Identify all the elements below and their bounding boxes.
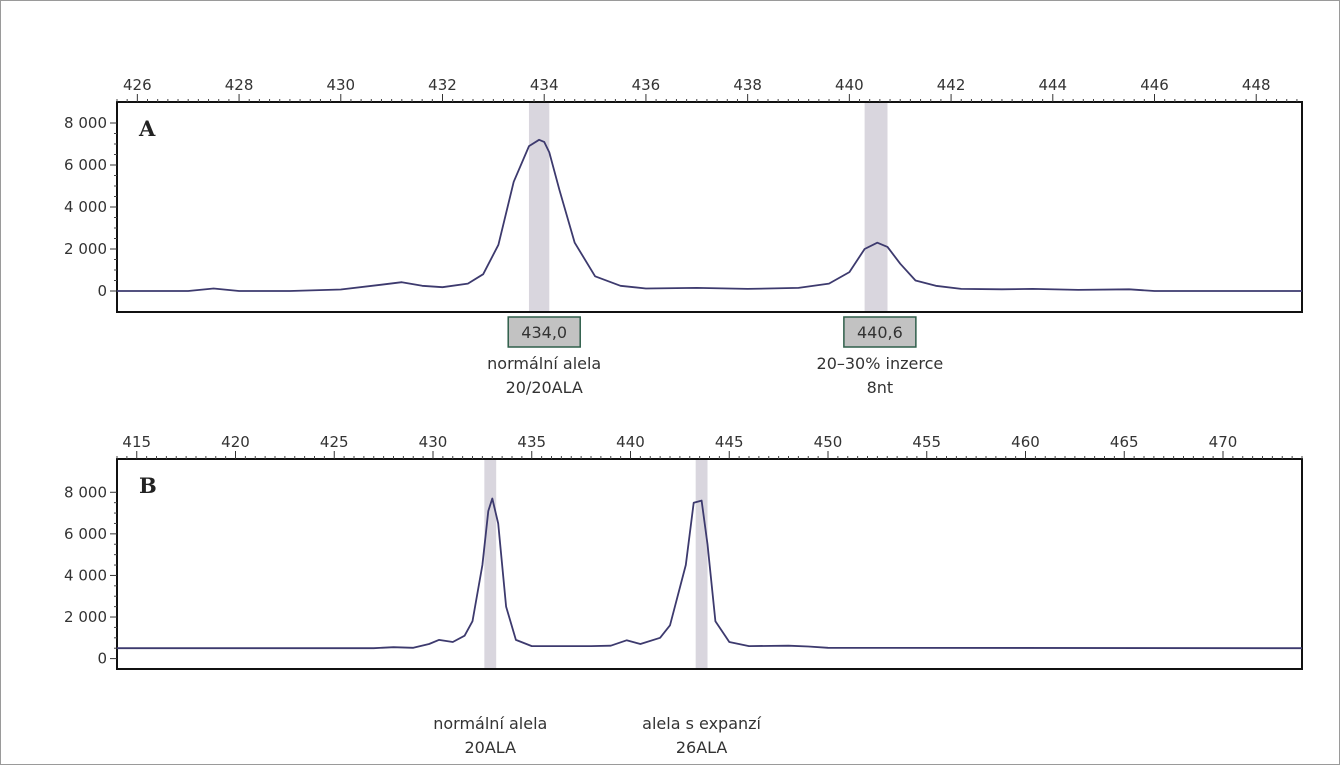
x-tick-label-440: 440 bbox=[835, 76, 864, 94]
trace-line-1 bbox=[117, 497, 1303, 650]
peak-size-label: 434,0 bbox=[521, 323, 567, 342]
annotation-text-line-1: normální alela bbox=[433, 714, 547, 733]
x-tick-label-460: 460 bbox=[1011, 433, 1040, 451]
x-tick-label-446: 446 bbox=[1140, 76, 1169, 94]
x-tick-label-445: 445 bbox=[715, 433, 744, 451]
annotation-text-line-2: 26ALA bbox=[676, 738, 728, 757]
peak-size-label: 440,6 bbox=[857, 323, 903, 342]
x-tick-label-448: 448 bbox=[1242, 76, 1271, 94]
x-tick-label-438: 438 bbox=[733, 76, 762, 94]
x-tick-label-444: 444 bbox=[1038, 76, 1067, 94]
panel-label: A bbox=[138, 116, 156, 141]
annotation-text-line-1: 20–30% inzerce bbox=[817, 354, 944, 373]
peak-annotation-1: 434,0 normální alela 20/20ALA bbox=[487, 316, 601, 397]
peak-annotation-2: alela s expanzí 26ALA bbox=[642, 714, 761, 757]
x-tick-label-434: 434 bbox=[530, 76, 559, 94]
peak-highlight-band-1 bbox=[528, 103, 550, 311]
chart-panel-b: 415 420 425 430 435 440 445 450 455 460 465 470 0 2 0… bbox=[64, 433, 1303, 757]
peak-highlight-band-1 bbox=[484, 460, 497, 668]
x-tick-label-415: 415 bbox=[122, 433, 151, 451]
x-tick-label-440: 440 bbox=[616, 433, 645, 451]
y-tick-label-8000: 8 000 bbox=[64, 483, 107, 501]
x-tick-label-442: 442 bbox=[937, 76, 966, 94]
x-tick-label-455: 455 bbox=[912, 433, 941, 451]
trace-line-1 bbox=[117, 138, 1302, 292]
y-tick-label-0: 0 bbox=[97, 650, 107, 668]
x-tick-label-428: 428 bbox=[225, 76, 254, 94]
annotation-text-line-2: 20ALA bbox=[465, 738, 517, 757]
annotation-text-line-2: 8nt bbox=[867, 378, 894, 397]
x-tick-label-450: 450 bbox=[814, 433, 843, 451]
x-tick-label-465: 465 bbox=[1110, 433, 1139, 451]
x-tick-label-420: 420 bbox=[221, 433, 250, 451]
y-tick-label-6000: 6 000 bbox=[64, 156, 107, 174]
peak-annotation-2: 440,6 20–30% inzerce 8nt bbox=[817, 316, 944, 397]
panel-label: B bbox=[139, 473, 157, 498]
y-tick-label-2000: 2 000 bbox=[64, 240, 107, 258]
peak-annotation-1: normální alela 20ALA bbox=[433, 714, 547, 757]
x-tick-label-432: 432 bbox=[428, 76, 457, 94]
x-tick-label-470: 470 bbox=[1209, 433, 1238, 451]
x-tick-label-426: 426 bbox=[123, 76, 152, 94]
annotation-text-line-2: 20/20ALA bbox=[506, 378, 583, 397]
plot-frame bbox=[116, 101, 1303, 313]
x-tick-label-436: 436 bbox=[632, 76, 661, 94]
x-tick-label-430: 430 bbox=[326, 76, 355, 94]
peak-size-box bbox=[843, 316, 917, 348]
y-tick-label-0: 0 bbox=[97, 282, 107, 300]
peak-highlight-band-2 bbox=[864, 103, 888, 311]
y-tick-label-4000: 4 000 bbox=[64, 198, 107, 216]
x-tick-label-435: 435 bbox=[517, 433, 546, 451]
y-tick-label-2000: 2 000 bbox=[64, 608, 107, 626]
y-tick-label-4000: 4 000 bbox=[64, 566, 107, 584]
peak-size-box bbox=[507, 316, 581, 348]
x-tick-label-430: 430 bbox=[419, 433, 448, 451]
y-tick-label-6000: 6 000 bbox=[64, 525, 107, 543]
y-tick-label-8000: 8 000 bbox=[64, 114, 107, 132]
chart-panel-a: 426 428 430 432 434 436 438 440 442 444 446 448 0 2 0… bbox=[64, 76, 1303, 397]
annotation-text-line-1: alela s expanzí bbox=[642, 714, 761, 733]
annotation-text-line-1: normální alela bbox=[487, 354, 601, 373]
x-tick-label-425: 425 bbox=[320, 433, 349, 451]
peak-highlight-band-2 bbox=[695, 460, 708, 668]
